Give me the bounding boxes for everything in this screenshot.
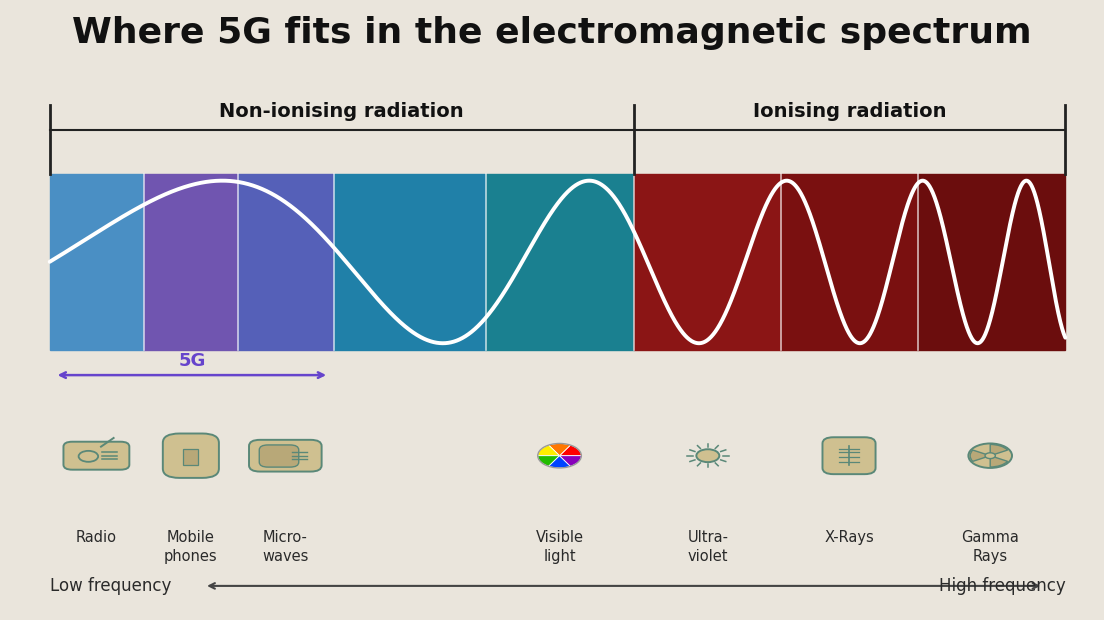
- Wedge shape: [549, 456, 571, 468]
- FancyBboxPatch shape: [162, 433, 219, 478]
- Text: Mobile
phones: Mobile phones: [164, 530, 217, 564]
- Text: Where 5G fits in the electromagnetic spectrum: Where 5G fits in the electromagnetic spe…: [72, 16, 1032, 50]
- Bar: [487, 174, 634, 350]
- Text: High frequency: High frequency: [938, 577, 1065, 595]
- Bar: [335, 174, 487, 350]
- Wedge shape: [560, 445, 582, 456]
- Wedge shape: [549, 443, 571, 456]
- Text: Visible
light: Visible light: [535, 530, 584, 564]
- Bar: [634, 174, 781, 350]
- Wedge shape: [970, 450, 990, 461]
- FancyBboxPatch shape: [63, 441, 129, 470]
- FancyBboxPatch shape: [250, 440, 321, 472]
- Wedge shape: [990, 456, 1008, 467]
- Bar: [781, 174, 919, 350]
- Text: Non-ionising radiation: Non-ionising radiation: [220, 102, 464, 121]
- Text: Ultra-
violet: Ultra- violet: [688, 530, 729, 564]
- Text: 5G: 5G: [178, 352, 205, 370]
- Bar: [50, 174, 145, 350]
- Wedge shape: [560, 456, 582, 466]
- Circle shape: [985, 453, 996, 459]
- Text: Low frequency: Low frequency: [50, 577, 171, 595]
- Wedge shape: [538, 456, 560, 466]
- Wedge shape: [538, 445, 560, 456]
- Circle shape: [697, 450, 720, 462]
- FancyBboxPatch shape: [822, 437, 875, 474]
- Bar: [145, 174, 237, 350]
- FancyBboxPatch shape: [259, 445, 299, 467]
- Text: Gamma
Rays: Gamma Rays: [962, 530, 1019, 564]
- Text: Micro-
waves: Micro- waves: [262, 530, 308, 564]
- Bar: [183, 450, 199, 465]
- Bar: [919, 174, 1065, 350]
- Bar: [237, 174, 335, 350]
- Text: Radio: Radio: [76, 530, 117, 545]
- Text: X-Rays: X-Rays: [825, 530, 874, 545]
- Circle shape: [968, 443, 1012, 468]
- Text: Ionising radiation: Ionising radiation: [753, 102, 946, 121]
- Wedge shape: [990, 445, 1008, 456]
